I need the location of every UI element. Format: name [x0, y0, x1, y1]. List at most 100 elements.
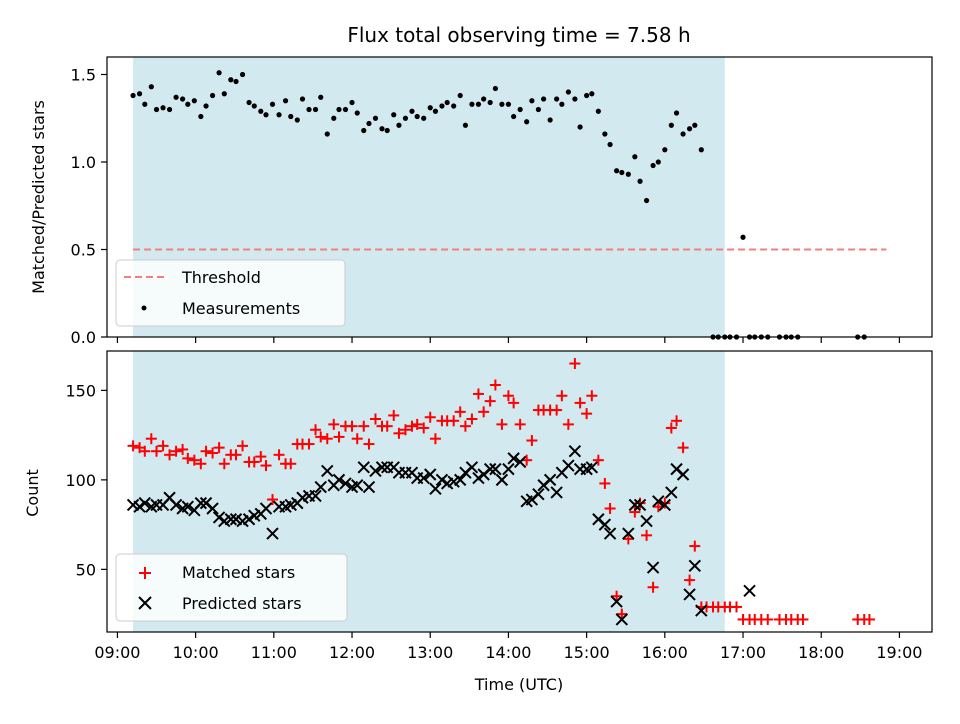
- matched-star-point: [592, 454, 604, 466]
- measurement-point: [535, 106, 541, 113]
- matched-star-point: [556, 390, 568, 402]
- matched-star-point: [399, 424, 411, 436]
- predicted-star-point: [658, 498, 672, 512]
- predicted-star-point: [610, 595, 623, 608]
- matched-star-point: [641, 529, 653, 541]
- y-tick-label: 50: [76, 560, 96, 579]
- matched-star-point: [418, 422, 430, 434]
- measurement-point: [572, 96, 578, 102]
- predicted-star-point: [351, 479, 364, 492]
- measurement-point: [179, 96, 186, 102]
- x-tick-label: 17:00: [720, 643, 766, 662]
- predicted-star-b: [375, 461, 389, 474]
- matched-stars-legend-swatch: [139, 567, 151, 579]
- measurement-point: [239, 71, 246, 78]
- matched-star-point: [466, 413, 478, 425]
- predicted-star-point: [683, 588, 696, 601]
- predicted-star-point: [472, 471, 485, 485]
- predicted-star-b: [362, 480, 376, 494]
- predicted-star-b: [429, 482, 442, 496]
- matched-star-point: [574, 397, 586, 409]
- measurement-point: [492, 85, 498, 92]
- matched-star-point: [622, 533, 634, 545]
- predicted-star-point: [465, 461, 479, 474]
- predicted-star-point: [695, 604, 708, 617]
- measurement-point: [331, 115, 337, 121]
- predicted-star-b: [206, 502, 219, 515]
- measurement-point: [173, 94, 179, 100]
- matched-star-point: [489, 379, 501, 391]
- predicted-star-b: [633, 498, 647, 512]
- measurement-point: [384, 127, 390, 134]
- predicted-star-point: [633, 498, 647, 512]
- predicted-star-point: [550, 486, 563, 499]
- predicted-star-point: [495, 473, 509, 487]
- matched-star-point: [303, 438, 315, 450]
- matched-star-point: [139, 445, 151, 457]
- x-tick-label: 12:00: [329, 643, 375, 662]
- predicted-star-b: [695, 604, 708, 617]
- predicted-star-b: [369, 464, 382, 478]
- matched-star-point: [346, 420, 358, 432]
- measurement-point: [487, 99, 493, 106]
- matched-star-point: [200, 445, 212, 457]
- x-tick-label: 11:00: [251, 643, 297, 662]
- measurement-point: [462, 122, 469, 128]
- predicted-star-b: [259, 502, 273, 515]
- predicted-star-b: [502, 462, 515, 476]
- bottom-legend-box: [115, 553, 348, 622]
- predicted-star-point: [676, 468, 690, 481]
- top-legend: Threshold Measurements: [115, 259, 346, 327]
- matched-star-point: [393, 427, 405, 439]
- matched-star-point: [406, 420, 418, 432]
- matched-star-point: [611, 590, 623, 602]
- measurement-point: [517, 106, 523, 113]
- predicted-star-b: [472, 471, 485, 485]
- matched-star-point: [459, 420, 471, 432]
- matched-star-point: [207, 447, 219, 459]
- matched-star-point: [328, 418, 340, 430]
- measurement-point: [402, 115, 409, 121]
- predicted-star-point: [369, 464, 382, 478]
- matched-star-point: [381, 420, 393, 432]
- measurement-point: [686, 126, 693, 132]
- matched-star-point: [429, 433, 441, 445]
- predicted-star-point: [640, 514, 653, 528]
- x-tick-label: 16:00: [642, 643, 688, 662]
- measurement-point: [421, 115, 427, 121]
- predicted-star-point: [603, 527, 617, 540]
- predicted-star-b: [683, 588, 696, 601]
- predicted-star-b: [229, 513, 243, 526]
- predicted-star-b: [568, 445, 582, 458]
- predicted-star-b: [339, 477, 352, 490]
- matched-star-point: [351, 433, 363, 445]
- matched-star-point: [164, 449, 176, 461]
- matched-star-point: [616, 608, 628, 620]
- bottom-y-axis-label: Count: [23, 469, 42, 517]
- predicted-star-point: [429, 482, 442, 496]
- measurement-point: [372, 115, 379, 121]
- measurement-point: [269, 101, 276, 107]
- x-axis-label: Time (UTC): [474, 675, 563, 694]
- predicted-star-point: [513, 455, 527, 469]
- measurements-layer: [130, 70, 867, 340]
- predicted-star-point: [169, 498, 183, 512]
- measurement-point: [584, 92, 590, 99]
- measurement-point: [427, 105, 433, 111]
- x-tick-label: 14:00: [485, 643, 531, 662]
- predicted-star-b: [181, 500, 195, 513]
- predicted-star-b: [743, 584, 756, 598]
- predicted-stars-legend-label: Predicted stars: [182, 594, 302, 613]
- measurement-point: [396, 122, 402, 128]
- matched-star-point: [151, 445, 163, 457]
- predicted-star-point: [532, 487, 545, 501]
- predicted-star-point: [743, 584, 756, 598]
- measurement-point: [662, 147, 668, 153]
- matched-star-point: [671, 415, 683, 427]
- matched-star-point: [315, 431, 327, 443]
- predicted-star-point: [615, 613, 629, 626]
- predicted-star-b: [194, 496, 208, 510]
- predicted-star-b: [435, 473, 449, 487]
- x-tick-label: 09:00: [94, 643, 140, 662]
- axes-frame: [106, 56, 933, 338]
